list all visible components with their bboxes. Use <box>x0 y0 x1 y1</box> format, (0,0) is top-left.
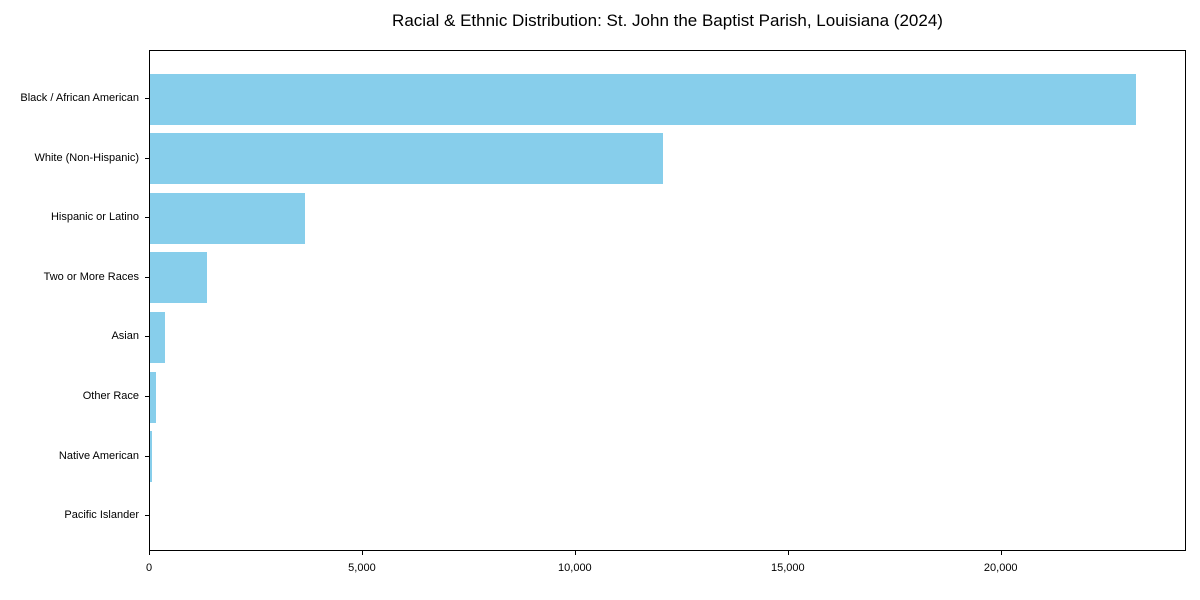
bar <box>150 371 156 423</box>
x-tick <box>787 551 789 555</box>
y-tick-label: Native American <box>58 449 139 462</box>
y-tick-label: White (Non-Hispanic) <box>34 151 139 164</box>
y-tick-label: Black / African American <box>20 92 139 104</box>
x-tick <box>1000 551 1002 555</box>
chart-title: Racial & Ethnic Distribution: St. John t… <box>392 11 943 30</box>
bar <box>150 192 305 244</box>
bar <box>150 73 1136 125</box>
x-tick-label: 5,000 <box>348 562 376 574</box>
y-tick <box>145 157 149 159</box>
y-tick <box>145 396 149 397</box>
y-tick <box>145 515 149 517</box>
y-axis: Black / African American White (Non-Hispa… <box>0 50 149 551</box>
bar <box>150 133 664 185</box>
x-tick-label: 15,000 <box>770 562 805 574</box>
y-tick <box>145 455 149 457</box>
y-tick-label: Hispanic or Latino <box>50 211 139 224</box>
y-tick <box>145 276 149 278</box>
bar <box>150 311 165 363</box>
y-tick-label: Two or More Races <box>43 270 139 283</box>
x-tick <box>149 551 150 555</box>
y-tick-label: Asian <box>111 330 139 343</box>
x-tick-label: 10,000 <box>558 562 592 574</box>
y-tick <box>145 217 149 219</box>
bar <box>150 431 153 483</box>
y-tick <box>145 336 149 338</box>
x-tick <box>361 551 363 555</box>
x-tick-label: 0 <box>145 562 153 574</box>
y-tick-label: Pacific Islander <box>64 509 139 522</box>
y-tick-label: Other Race <box>82 390 139 402</box>
y-tick <box>145 98 149 99</box>
bar <box>150 252 207 304</box>
x-axis: 0 5,000 10,000 15,000 20,000 <box>145 551 1186 591</box>
x-tick <box>574 551 576 555</box>
x-tick-label: 20,000 <box>983 562 1018 574</box>
plot-area <box>149 50 1186 551</box>
